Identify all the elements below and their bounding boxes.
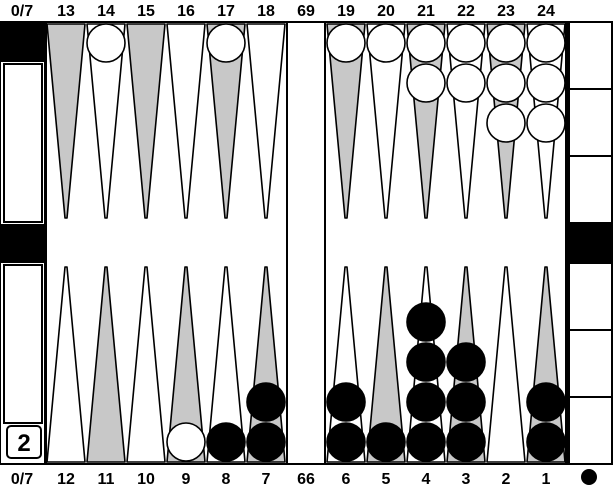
black-dot-icon xyxy=(581,469,597,485)
point-20[interactable] xyxy=(366,23,406,219)
black-checker[interactable] xyxy=(406,422,446,462)
right-tray-middle-band xyxy=(569,224,612,263)
point-10[interactable] xyxy=(126,266,166,463)
top-point-label: 16 xyxy=(177,3,195,20)
black-checker[interactable] xyxy=(246,422,286,462)
black-checker[interactable] xyxy=(326,382,366,422)
black-checker[interactable] xyxy=(366,422,406,462)
point-12[interactable] xyxy=(46,266,86,463)
point-15[interactable] xyxy=(126,23,166,219)
bottom-point-label: 11 xyxy=(98,471,115,487)
left-tray-bottom-slot[interactable] xyxy=(3,264,43,424)
top-point-label: 15 xyxy=(137,3,155,20)
point-13[interactable] xyxy=(46,23,86,219)
bottom-pip-count: 0/7 xyxy=(11,471,33,487)
point-19[interactable] xyxy=(326,23,366,219)
left-tray-top-slot[interactable] xyxy=(3,63,43,223)
right-tray xyxy=(567,21,613,465)
point-18[interactable] xyxy=(246,23,286,219)
white-checker[interactable] xyxy=(446,63,486,103)
top-point-label: 22 xyxy=(457,3,475,20)
left-tray xyxy=(0,21,46,465)
white-checker[interactable] xyxy=(486,103,526,143)
top-labels: 0/7 13 14 15 16 17 18 69 19 20 21 22 23 24 xyxy=(11,3,555,20)
black-checker[interactable] xyxy=(206,422,246,462)
bottom-point-label: 3 xyxy=(462,471,471,487)
point-2[interactable] xyxy=(486,266,526,463)
black-checker[interactable] xyxy=(406,302,446,342)
black-checker[interactable] xyxy=(446,422,486,462)
bottom-point-label: 4 xyxy=(422,471,431,487)
bottom-point-label: 6 xyxy=(342,471,351,487)
black-checker[interactable] xyxy=(406,342,446,382)
white-checker[interactable] xyxy=(166,422,206,462)
bottom-point-label: 10 xyxy=(137,471,155,487)
bottom-point-label: 1 xyxy=(542,471,551,487)
bottom-point-label: 2 xyxy=(502,471,511,487)
white-checker[interactable] xyxy=(486,63,526,103)
right-tray-top-slot[interactable] xyxy=(568,155,613,224)
bottom-point-label: 9 xyxy=(182,471,191,487)
white-checker[interactable] xyxy=(86,23,126,63)
point-14[interactable] xyxy=(86,23,126,219)
white-checker[interactable] xyxy=(406,23,446,63)
left-tray-middle-band xyxy=(1,224,44,263)
white-checker[interactable] xyxy=(486,23,526,63)
point-16[interactable] xyxy=(166,23,206,219)
white-checker[interactable] xyxy=(326,23,366,63)
right-board xyxy=(324,21,567,465)
white-checker[interactable] xyxy=(366,23,406,63)
bottom-bar-pip-count: 66 xyxy=(297,471,315,487)
white-checker[interactable] xyxy=(406,63,446,103)
white-checker[interactable] xyxy=(206,23,246,63)
black-checker[interactable] xyxy=(326,422,366,462)
cube-value: 2 xyxy=(17,430,30,457)
white-checker[interactable] xyxy=(446,23,486,63)
doubling-cube[interactable]: 2 xyxy=(6,425,42,459)
black-checker[interactable] xyxy=(406,382,446,422)
top-point-label: 18 xyxy=(257,3,275,20)
point-5[interactable] xyxy=(366,266,406,463)
top-point-label: 21 xyxy=(417,3,435,20)
top-point-label: 13 xyxy=(57,3,75,20)
bottom-point-label: 7 xyxy=(262,471,271,487)
right-tray-bottom-slot[interactable] xyxy=(568,396,613,465)
bottom-point-label: 12 xyxy=(57,471,75,487)
black-checker[interactable] xyxy=(246,382,286,422)
top-point-label: 19 xyxy=(337,3,355,20)
point-17[interactable] xyxy=(206,23,246,219)
white-checker[interactable] xyxy=(526,63,566,103)
black-checker[interactable] xyxy=(526,382,566,422)
black-checker[interactable] xyxy=(526,422,566,462)
white-checker[interactable] xyxy=(526,23,566,63)
left-board xyxy=(45,21,288,465)
top-bar-pip-count: 69 xyxy=(297,3,315,20)
left-tray-top-band xyxy=(1,23,44,62)
point-9[interactable] xyxy=(166,266,206,463)
top-point-label: 24 xyxy=(537,3,555,20)
bar[interactable] xyxy=(286,21,326,465)
white-checker[interactable] xyxy=(526,103,566,143)
black-checker[interactable] xyxy=(446,342,486,382)
point-8[interactable] xyxy=(206,266,246,463)
point-11[interactable] xyxy=(86,266,126,463)
top-point-label: 14 xyxy=(97,3,115,20)
bottom-point-label: 5 xyxy=(382,471,391,487)
black-checker[interactable] xyxy=(446,382,486,422)
top-point-label: 20 xyxy=(377,3,395,20)
top-pip-count: 0/7 xyxy=(11,3,33,20)
bottom-labels: 0/7 12 11 10 9 8 7 66 6 5 4 3 2 1 xyxy=(11,469,597,487)
top-point-label: 17 xyxy=(217,3,235,20)
bottom-point-label: 8 xyxy=(222,471,231,487)
top-point-label: 23 xyxy=(497,3,515,20)
